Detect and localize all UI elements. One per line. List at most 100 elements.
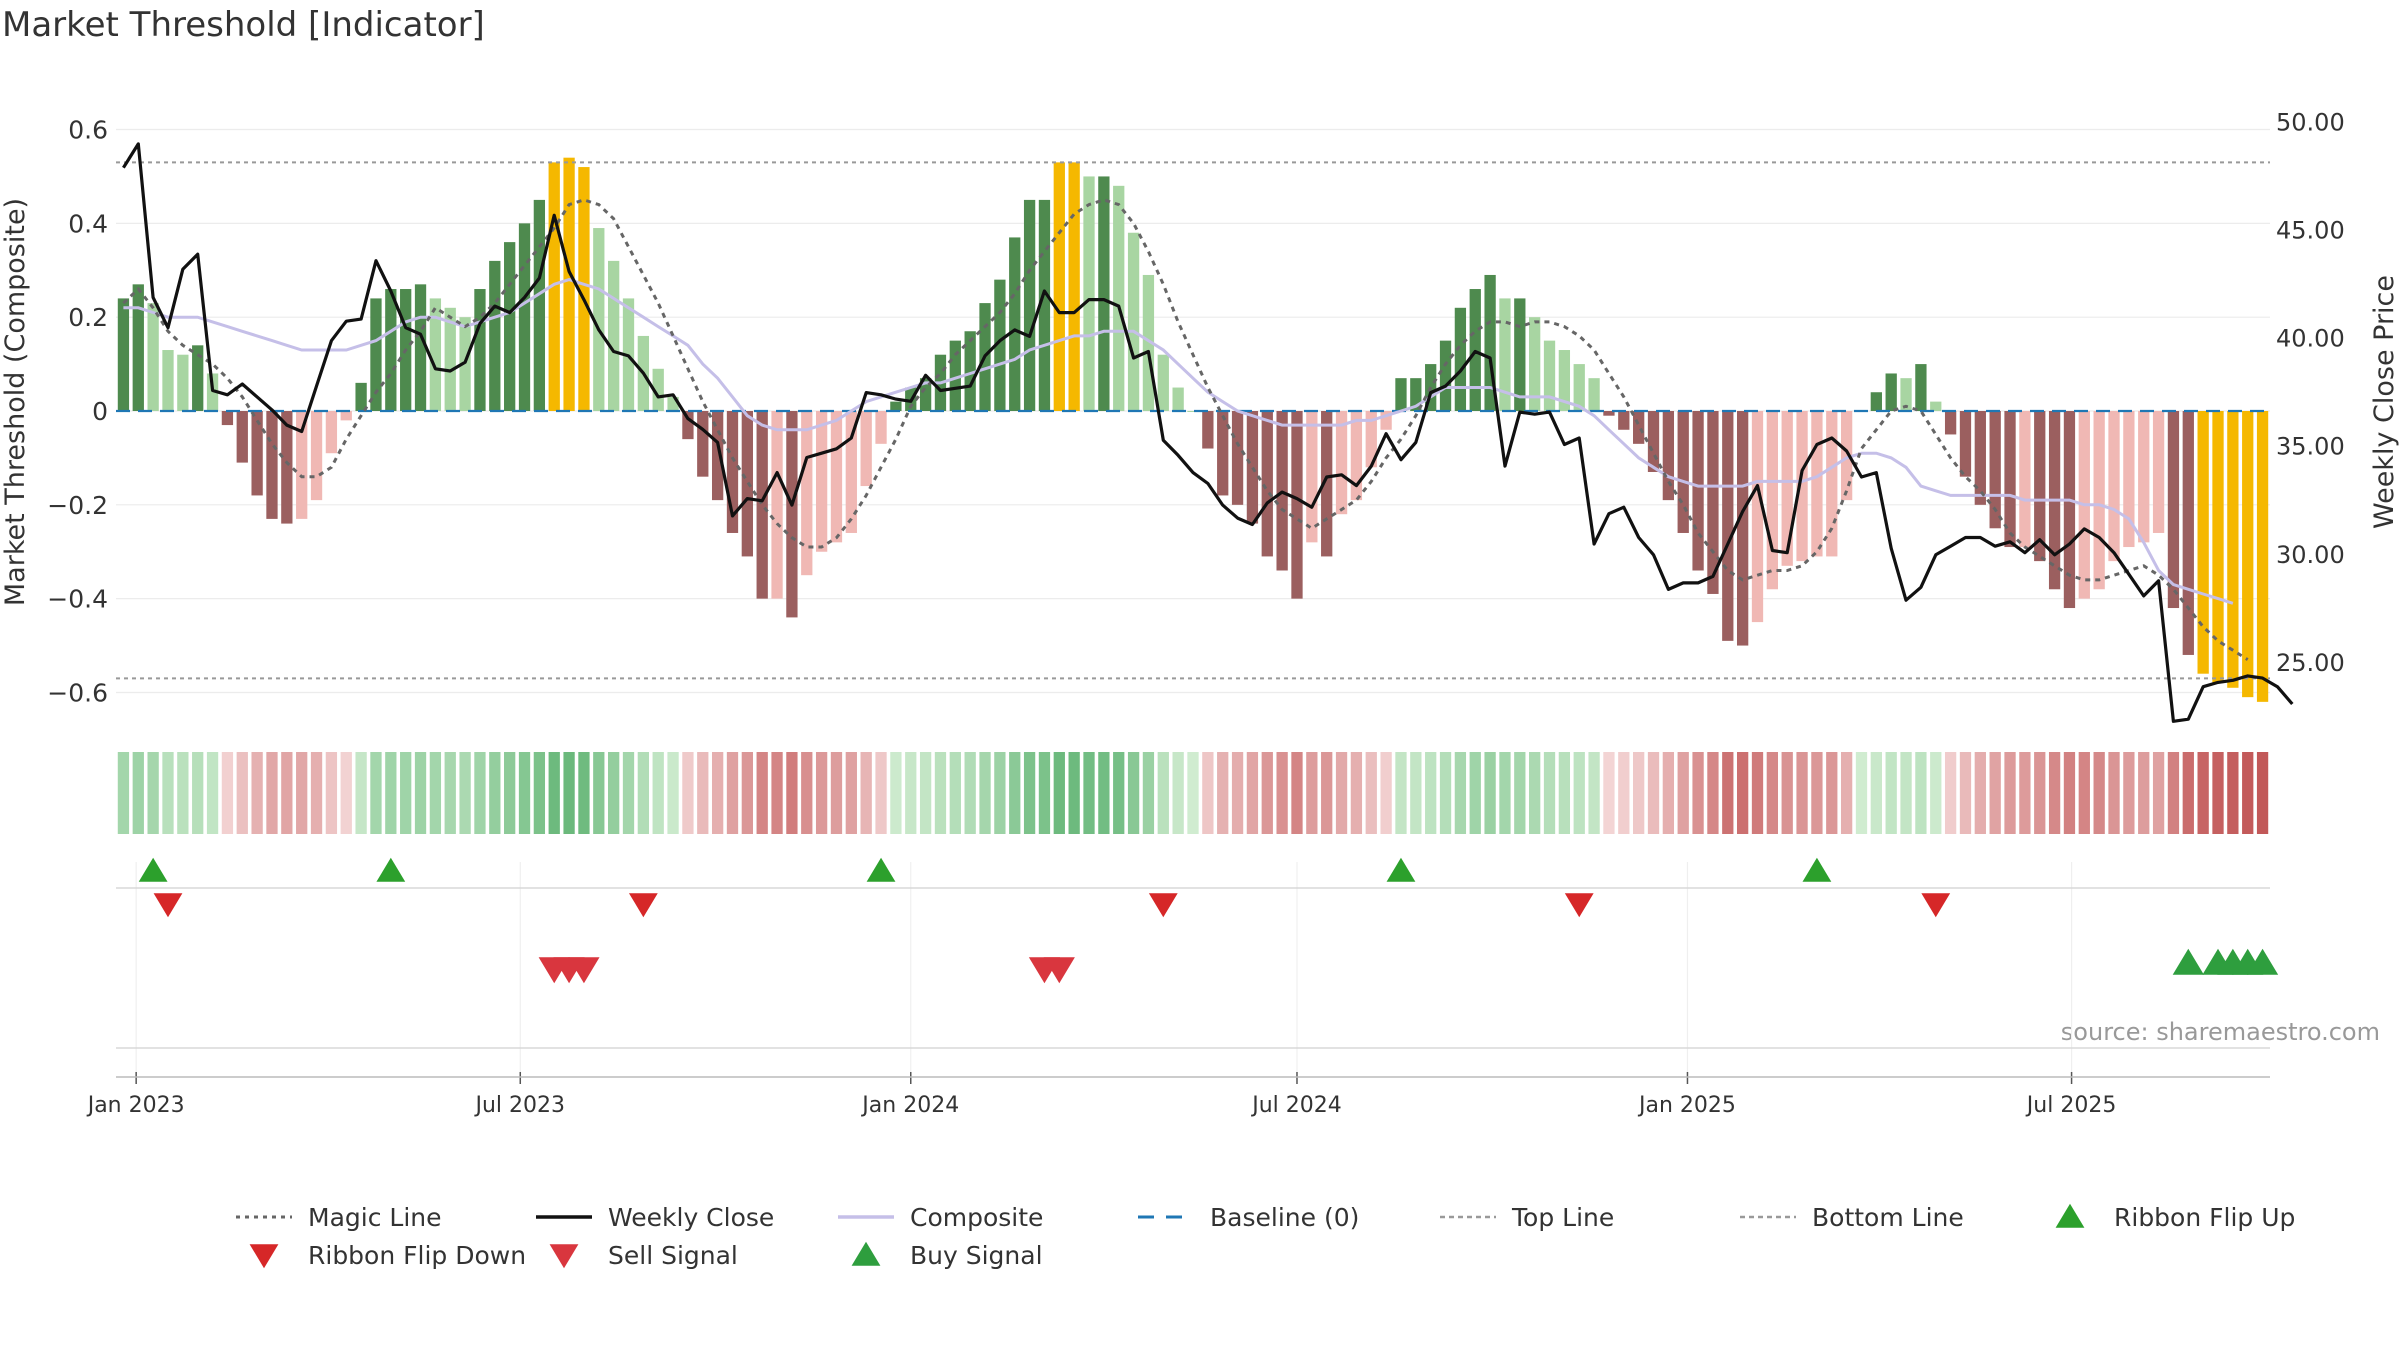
composite-bar — [1083, 176, 1095, 411]
legend-sell-signal: Sell Signal — [549, 1241, 738, 1270]
composite-bar — [385, 289, 397, 411]
composite-bar — [563, 157, 575, 411]
ribbon-flip-down-marker — [1148, 893, 1178, 918]
legend-label: Top Line — [1511, 1203, 1614, 1232]
ribbon-cell — [459, 752, 471, 834]
composite-bar — [1454, 307, 1467, 411]
ribbon-cell — [1172, 752, 1184, 834]
ribbon-cell — [1365, 752, 1377, 834]
composite-bar — [1217, 411, 1229, 496]
ribbon-cell — [2063, 752, 2076, 834]
ribbon-cell — [1335, 752, 1348, 834]
ribbon-cell — [296, 752, 308, 834]
composite-bar — [1291, 411, 1303, 599]
composite-bar — [1633, 411, 1645, 444]
y2-tick-label: 50.00 — [2276, 108, 2345, 136]
composite-bar — [1484, 274, 1496, 411]
ribbon-cell — [221, 752, 234, 834]
ribbon-cell — [1870, 752, 1882, 834]
composite-bar — [236, 411, 248, 463]
composite-bar — [1142, 274, 1155, 411]
ribbon-cell — [1439, 752, 1452, 834]
ribbon-cell — [682, 752, 694, 834]
ribbon-cell — [2256, 752, 2269, 834]
composite-bar — [1944, 411, 1957, 435]
composite-bar — [1677, 411, 1689, 533]
ribbon-cell — [801, 752, 813, 834]
composite-line — [123, 278, 2234, 605]
legend-swatch — [249, 1244, 279, 1269]
composite-bar — [1380, 411, 1392, 430]
ribbon-cell — [1722, 752, 1734, 834]
ribbon-cell — [667, 752, 679, 834]
composite-bar — [117, 298, 130, 411]
ribbon-cell — [1826, 752, 1838, 834]
composite-bar — [1113, 185, 1125, 411]
composite-bar — [667, 396, 679, 411]
ribbon-cell — [310, 752, 323, 834]
composite-bar — [1395, 378, 1407, 411]
composite-bar — [682, 411, 694, 440]
composite-bar — [756, 411, 768, 599]
composite-bar — [1573, 364, 1585, 411]
ribbon-cell — [1751, 752, 1764, 834]
sell-signal-marker — [1043, 957, 1075, 984]
composite-bar — [1157, 354, 1169, 411]
ribbon-cell — [608, 752, 620, 834]
composite-bar — [711, 411, 724, 501]
composite-bar — [1974, 411, 1986, 505]
ribbon-cell — [1529, 752, 1541, 834]
composite-bar — [771, 411, 783, 599]
composite-bar — [147, 303, 159, 411]
ribbon-cell — [206, 752, 219, 834]
ribbon-cell — [994, 752, 1006, 834]
composite-bar — [1038, 199, 1051, 411]
ribbon-cell — [548, 752, 560, 834]
ribbon-cell — [2034, 752, 2046, 834]
y2-tick-label: 40.00 — [2276, 325, 2345, 353]
ribbon-cell — [578, 752, 590, 834]
ribbon-cell — [1321, 752, 1333, 834]
composite-bar — [2167, 411, 2180, 609]
legend-swatch — [2055, 1203, 2085, 1228]
ribbon-flip-up-marker — [866, 857, 896, 882]
ribbon-cell — [1023, 752, 1036, 834]
composite-bar — [325, 411, 338, 454]
composite-bar — [533, 199, 546, 411]
composite-bar — [1499, 298, 1511, 411]
composite-bar — [1023, 199, 1036, 411]
composite-bar — [1335, 411, 1348, 515]
ribbon-cell — [1068, 752, 1080, 834]
composite-bar — [697, 411, 709, 477]
ribbon-flip-down-marker — [628, 893, 658, 918]
ribbon-cell — [1142, 752, 1155, 834]
ribbon-cell — [622, 752, 635, 834]
composite-bar — [1870, 392, 1882, 411]
composite-bar — [652, 368, 664, 411]
composite-bar — [281, 411, 293, 524]
ribbon-cell — [2078, 752, 2090, 834]
ribbon-cell — [1098, 752, 1110, 834]
legend-label: Ribbon Flip Up — [2114, 1203, 2295, 1232]
ribbon-cell — [1484, 752, 1496, 834]
composite-bar — [1127, 232, 1140, 411]
composite-bar — [1811, 411, 1823, 557]
composite-bar — [296, 411, 308, 519]
ribbon-cell — [177, 752, 189, 834]
legend-label: Sell Signal — [608, 1241, 738, 1270]
legend-bottom-line: Bottom Line — [1740, 1203, 1964, 1232]
ribbon-cell — [1053, 752, 1065, 834]
composite-bar — [1365, 411, 1377, 468]
ribbon-cell — [919, 752, 932, 834]
composite-bar — [1543, 340, 1556, 411]
magic-line — [122, 198, 2249, 661]
composite-bar — [1826, 411, 1838, 557]
composite-bar — [548, 162, 560, 411]
ribbon-cell — [1380, 752, 1392, 834]
ribbon-cell — [504, 752, 516, 834]
composite-bar — [251, 411, 263, 496]
composite-bar — [1618, 411, 1630, 430]
composite-bar — [964, 331, 976, 411]
composite-bar — [994, 279, 1006, 411]
